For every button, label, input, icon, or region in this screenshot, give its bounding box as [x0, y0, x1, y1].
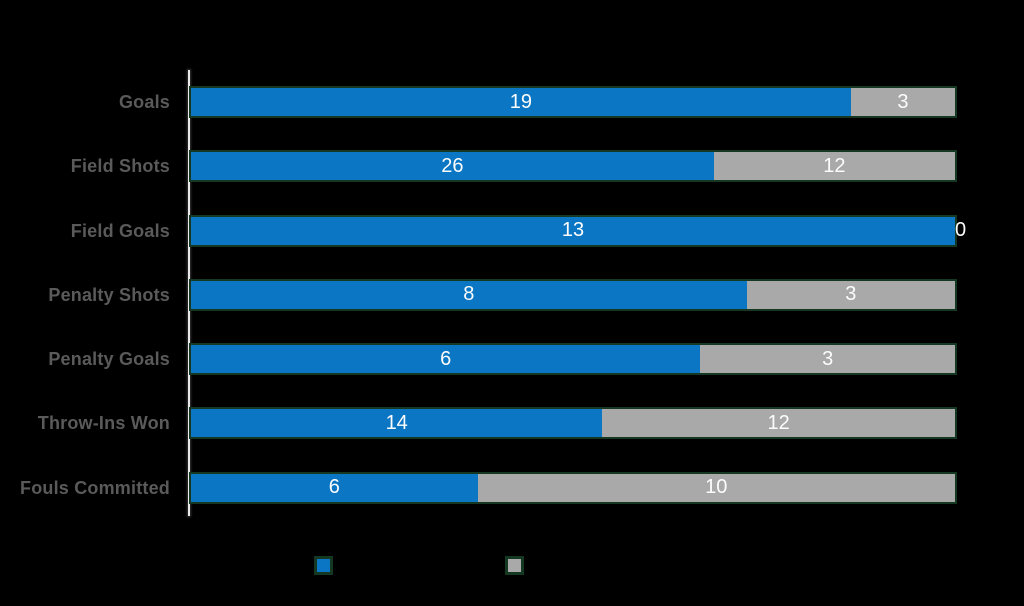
- bar-segment-gray: 10: [477, 473, 955, 502]
- bar-segment-gray: 3: [700, 345, 955, 374]
- bar-segment-gray: 0: [955, 217, 966, 245]
- value-label: 8: [463, 283, 475, 306]
- value-label: 3: [897, 90, 909, 113]
- value-label: 3: [845, 283, 857, 306]
- legend-swatch-gray: [508, 559, 521, 572]
- value-label: 0: [955, 219, 967, 242]
- bar-segment-blue: 14: [191, 409, 603, 438]
- value-label: 6: [328, 476, 340, 499]
- bar-segment-gray: 12: [713, 152, 955, 181]
- bar-track: 6 10: [191, 473, 955, 502]
- legend-swatch-blue: [317, 559, 330, 572]
- bar-track: 26 12: [191, 152, 955, 181]
- bar-track: 13 0: [191, 216, 966, 245]
- value-label: 3: [822, 347, 834, 370]
- bar-track: 14 12: [191, 409, 955, 438]
- bar-segment-blue: 8: [191, 280, 747, 309]
- bar-segment-gray: 3: [746, 280, 955, 309]
- bar-segment-blue: 6: [191, 473, 478, 502]
- value-label: 12: [823, 154, 846, 177]
- category-labels: Goals Field Shots Field Goals Penalty Shots…: [0, 88, 176, 538]
- value-label: 19: [509, 90, 533, 113]
- category-label: Throw-Ins Won: [37, 413, 170, 434]
- bar-segment-blue: 6: [191, 345, 701, 374]
- bar-rows: 19 3 26 12 13 0 8 3 6 3 14 12 6 10: [191, 88, 966, 538]
- bar-segment-gray: 3: [850, 88, 955, 116]
- value-label: 6: [440, 347, 452, 370]
- category-label: Penalty Goals: [48, 349, 170, 370]
- value-label: 10: [705, 476, 728, 499]
- category-label: Penalty Shots: [48, 284, 170, 305]
- category-label: Field Shots: [70, 156, 170, 177]
- value-label: 13: [561, 219, 585, 242]
- bar-segment-blue: 19: [191, 88, 851, 116]
- category-label: Fouls Committed: [20, 477, 170, 498]
- value-label: 12: [767, 411, 790, 434]
- value-label: 14: [385, 411, 408, 434]
- bar-segment-gray: 12: [602, 409, 955, 438]
- bar-segment-blue: 26: [191, 152, 714, 181]
- category-label: Field Goals: [70, 220, 170, 241]
- bar-segment-blue: 13: [191, 216, 955, 245]
- value-label: 26: [441, 154, 464, 177]
- y-axis-line: [188, 70, 190, 516]
- bar-track: 19 3: [191, 88, 955, 116]
- category-label: Goals: [118, 92, 170, 112]
